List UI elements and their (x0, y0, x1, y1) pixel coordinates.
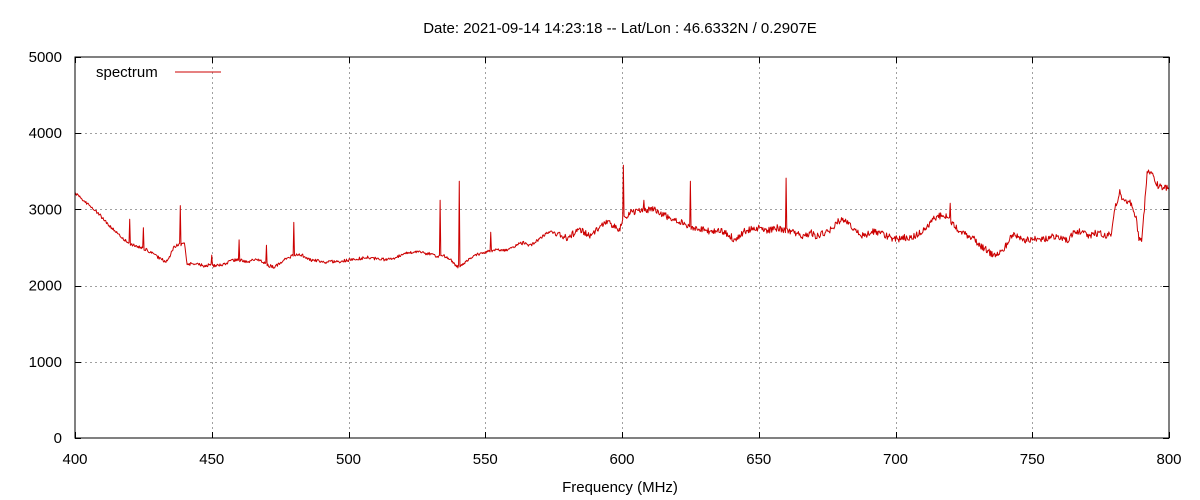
y-tick-label: 0 (54, 430, 62, 447)
x-tick-label: 650 (746, 451, 771, 468)
y-tick-label: 2000 (29, 278, 62, 295)
x-tick-label: 550 (473, 451, 498, 468)
x-tick-label: 400 (62, 451, 87, 468)
series-spectrum-line (74, 164, 1170, 269)
legend-label: spectrum (96, 64, 158, 81)
x-tick-label: 450 (199, 451, 224, 468)
plot-frame (74, 56, 1170, 439)
x-tick-label: 500 (336, 451, 361, 468)
legend: spectrum (96, 64, 221, 81)
y-tick-label: 4000 (29, 125, 62, 142)
x-tick-label: 700 (883, 451, 908, 468)
x-tick-label: 750 (1020, 451, 1045, 468)
grid-layer (75, 57, 1169, 438)
y-tick-label: 5000 (29, 49, 62, 66)
chart-title: Date: 2021-09-14 14:23:18 -- Lat/Lon : 4… (423, 20, 817, 37)
y-tick-label: 3000 (29, 201, 62, 218)
axis-layer: 400 450 500 550 600 650 700 750 800 0 1000 2000 3000… (29, 49, 1182, 468)
x-tick-label: 600 (609, 451, 634, 468)
y-tick-label: 1000 (29, 354, 62, 371)
x-axis-label: Frequency (MHz) (562, 479, 678, 496)
series-layer (74, 164, 1170, 269)
x-tick-label: 800 (1156, 451, 1181, 468)
